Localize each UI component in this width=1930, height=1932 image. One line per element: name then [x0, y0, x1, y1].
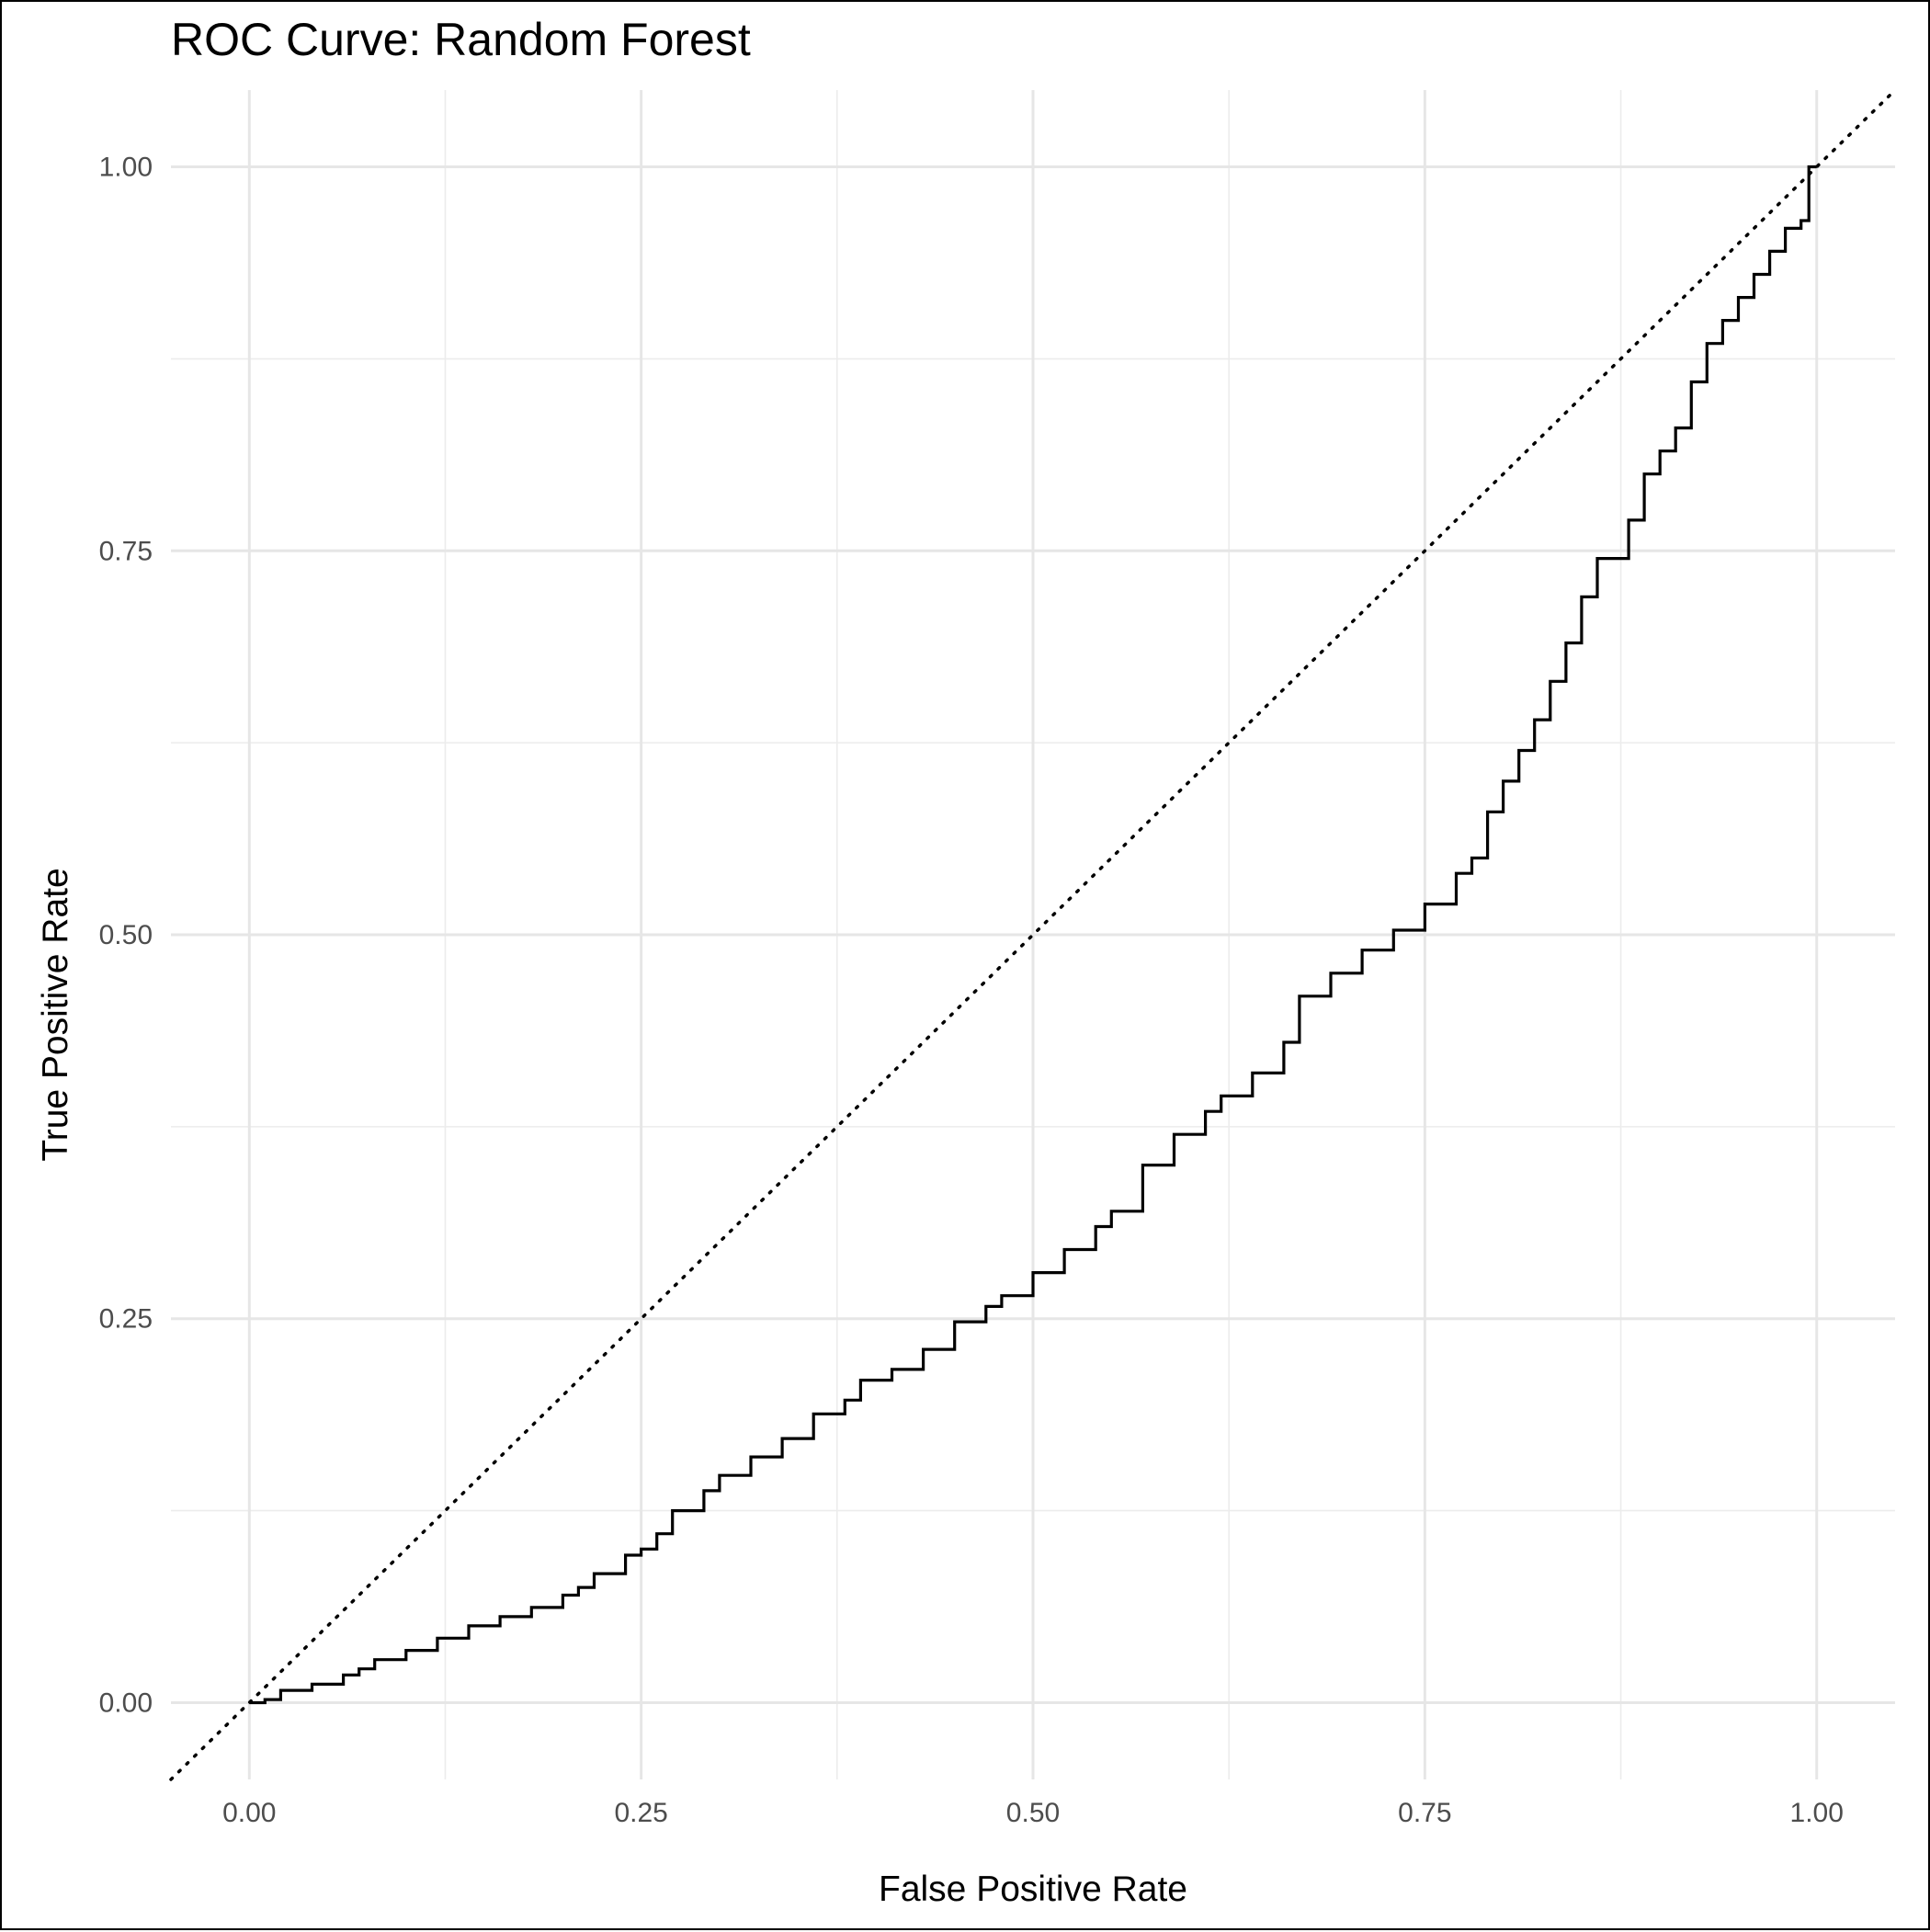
x-tick-label: 1.00 — [1790, 1798, 1844, 1828]
x-tick-label: 0.00 — [222, 1798, 276, 1828]
roc-series-line — [249, 165, 1817, 1705]
y-tick-label: 0.75 — [99, 536, 153, 566]
y-tick-label: 1.00 — [99, 153, 153, 183]
x-tick-label: 0.75 — [1398, 1798, 1451, 1828]
x-axis-title: False Positive Rate — [879, 1869, 1187, 1909]
x-tick-label: 0.25 — [614, 1798, 667, 1828]
chart-title: ROC Curve: Random Forest — [171, 14, 751, 65]
y-axis-title: True Positive Rate — [36, 868, 75, 1161]
y-tick-labels: 0.00 0.25 0.50 0.75 1.00 — [99, 153, 153, 1719]
x-tick-labels: 0.00 0.25 0.50 0.75 1.00 — [222, 1798, 1844, 1828]
y-tick-label: 0.50 — [99, 920, 153, 950]
y-tick-label: 0.25 — [99, 1304, 153, 1335]
x-tick-label: 0.50 — [1006, 1798, 1060, 1828]
grid-major — [171, 90, 1895, 1779]
y-tick-label: 0.00 — [99, 1688, 153, 1718]
